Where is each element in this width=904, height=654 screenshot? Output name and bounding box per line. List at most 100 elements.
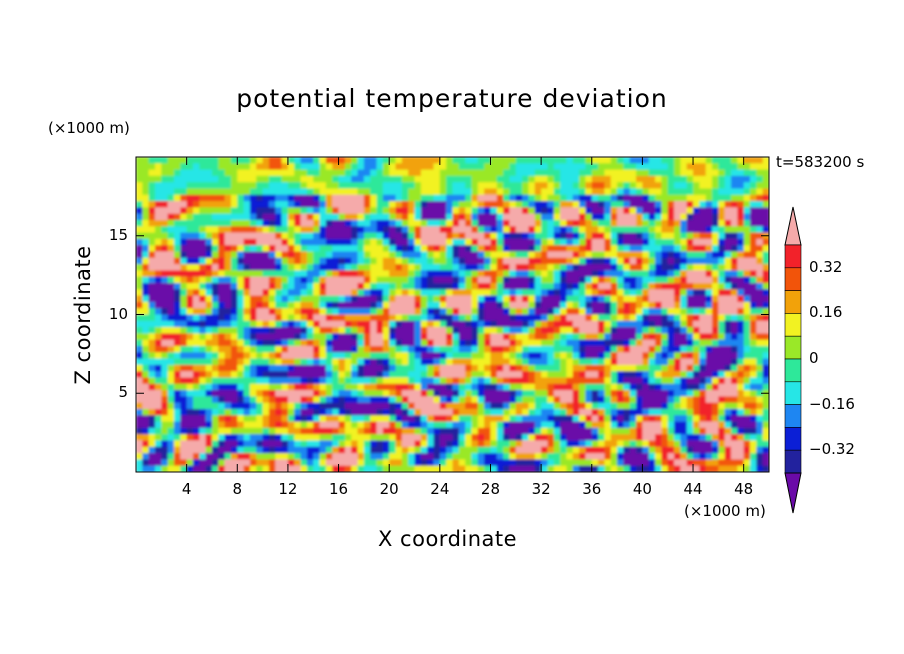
heatmap-cell <box>395 465 403 472</box>
heatmap-cell <box>211 245 219 253</box>
heatmap-cell <box>136 295 143 303</box>
heatmap-cell <box>661 207 669 215</box>
heatmap-cell <box>731 333 738 341</box>
heatmap-cell <box>167 440 175 448</box>
heatmap-cell <box>338 352 346 360</box>
heatmap-cell <box>211 465 219 472</box>
heatmap-cell <box>161 213 169 221</box>
heatmap-cell <box>547 175 555 183</box>
heatmap-cell <box>287 301 295 309</box>
heatmap-cell <box>623 446 631 454</box>
heatmap-cell <box>705 182 713 190</box>
heatmap-cell <box>319 201 327 208</box>
heatmap-cell <box>325 251 333 259</box>
heatmap-cell <box>192 220 200 227</box>
heatmap-cell <box>275 346 283 353</box>
heatmap-cell <box>731 175 738 183</box>
heatmap-cell <box>351 301 359 309</box>
heatmap-cell <box>218 421 226 429</box>
heatmap-cell <box>693 446 700 454</box>
heatmap-cell <box>528 157 536 164</box>
heatmap-cell <box>243 182 251 190</box>
heatmap-cell <box>433 371 441 379</box>
heatmap-cell <box>750 245 757 253</box>
heatmap-cell <box>509 364 517 372</box>
heatmap-cell <box>344 283 352 290</box>
heatmap-cell <box>503 427 511 435</box>
heatmap-cell <box>376 264 384 271</box>
heatmap-cell <box>224 175 232 183</box>
heatmap-cell <box>319 276 327 284</box>
heatmap-cell <box>218 270 226 278</box>
heatmap-cell <box>281 320 289 328</box>
heatmap-cell <box>230 434 238 442</box>
heatmap-cell <box>496 283 504 290</box>
heatmap-cell <box>211 169 219 177</box>
heatmap-cell <box>553 465 561 472</box>
heatmap-cell <box>199 194 207 202</box>
heatmap-cell <box>180 421 188 429</box>
heatmap-cell <box>724 415 732 423</box>
heatmap-cell <box>319 270 327 278</box>
heatmap-cell <box>541 409 549 416</box>
heatmap-cell <box>541 220 549 227</box>
heatmap-cell <box>743 163 751 171</box>
heatmap-cell <box>566 257 574 265</box>
heatmap-cell <box>737 327 745 334</box>
heatmap-cell <box>313 301 321 309</box>
heatmap-cell <box>414 446 422 454</box>
heatmap-cell <box>471 157 479 164</box>
heatmap-cell <box>490 446 498 454</box>
heatmap-cell <box>218 446 226 454</box>
heatmap-cell <box>623 358 631 366</box>
heatmap-cell <box>262 169 270 177</box>
heatmap-cell <box>731 421 738 429</box>
heatmap-cell <box>579 390 587 397</box>
heatmap-cell <box>737 371 745 379</box>
heatmap-cell <box>344 346 352 353</box>
heatmap-cell <box>370 333 378 341</box>
heatmap-cell <box>281 453 289 460</box>
heatmap-cell <box>699 352 707 360</box>
heatmap-cell <box>287 295 295 303</box>
heatmap-cell <box>173 364 181 372</box>
heatmap-cell <box>420 383 428 391</box>
heatmap-cell <box>541 364 549 372</box>
heatmap-cell <box>509 327 517 334</box>
heatmap-cell <box>591 194 599 202</box>
heatmap-cell <box>743 377 751 385</box>
heatmap-cell <box>439 257 447 265</box>
heatmap-cell <box>325 377 333 385</box>
heatmap-cell <box>648 232 656 240</box>
heatmap-cell <box>585 333 593 341</box>
heatmap-cell <box>433 465 441 472</box>
heatmap-cell <box>712 301 719 309</box>
heatmap-cell <box>370 383 378 391</box>
heatmap-cell <box>433 226 441 234</box>
heatmap-cell <box>313 213 321 221</box>
heatmap-cell <box>199 383 207 391</box>
heatmap-cell <box>534 346 542 353</box>
heatmap-cell <box>230 333 238 341</box>
heatmap-cell <box>566 333 574 341</box>
heatmap-cell <box>275 194 283 202</box>
heatmap-cell <box>389 163 397 171</box>
heatmap-cell <box>154 283 162 290</box>
heatmap-cell <box>136 453 143 460</box>
heatmap-cell <box>142 371 150 379</box>
heatmap-cell <box>287 207 295 215</box>
heatmap-cell <box>344 453 352 460</box>
heatmap-cell <box>237 264 245 271</box>
heatmap-cell <box>490 213 498 221</box>
heatmap-cell <box>484 371 492 379</box>
heatmap-cell <box>281 207 289 215</box>
heatmap-cell <box>560 371 568 379</box>
heatmap-cell <box>610 371 618 379</box>
heatmap-cell <box>287 346 295 353</box>
heatmap-cell <box>737 352 745 360</box>
heatmap-cell <box>262 257 270 265</box>
heatmap-cell <box>205 327 213 334</box>
heatmap-cell <box>674 270 681 278</box>
heatmap-cell <box>617 327 625 334</box>
heatmap-cell <box>414 301 422 309</box>
